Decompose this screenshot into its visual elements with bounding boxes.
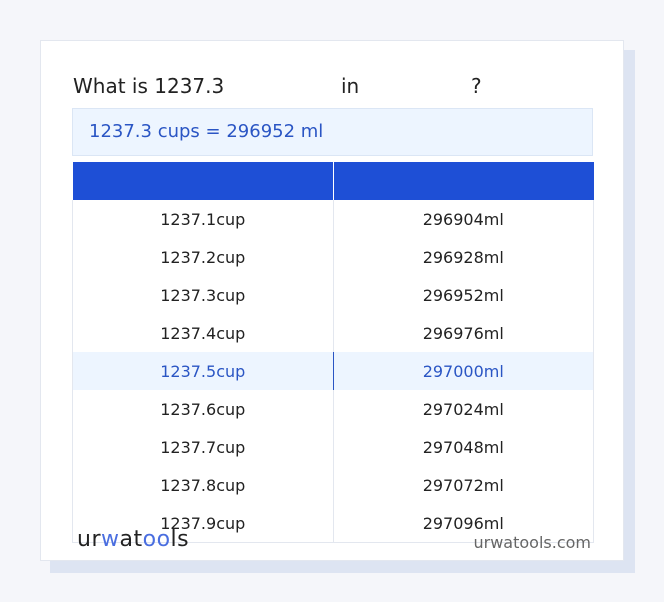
ml-cell: 297048ml: [332, 428, 594, 466]
cup-cell: 1237.1cup: [72, 200, 334, 238]
cup-cell: 1237.7cup: [72, 428, 334, 466]
result-box: 1237.3 cups = 296952 ml: [72, 108, 593, 156]
table-row: 1237.8cup 297072ml: [72, 466, 594, 504]
table-row: 1237.4cup 296976ml: [72, 314, 594, 352]
table-row: 1237.6cup 297024ml: [72, 390, 594, 428]
ml-cell: 296952ml: [332, 276, 594, 314]
ml-cell: 296904ml: [332, 200, 594, 238]
ml-cell: 297072ml: [332, 466, 594, 504]
cup-cell: 1237.4cup: [72, 314, 334, 352]
table-row: 1237.2cup 296928ml: [72, 238, 594, 276]
table-row: 1237.1cup 296904ml: [72, 200, 594, 238]
cup-cell: 1237.3cup: [72, 276, 334, 314]
ml-cell: 297000ml: [332, 352, 594, 390]
converter-card: What is 1237.3 in ? 1237.3 cups = 296952…: [40, 40, 624, 561]
table-row: 1237.3cup 296952ml: [72, 276, 594, 314]
cup-cell: 1237.6cup: [72, 390, 334, 428]
ml-cell: 296928ml: [332, 238, 594, 276]
ml-cell: 297024ml: [332, 390, 594, 428]
cup-cell: 1237.9cup: [72, 504, 334, 543]
title-question-mark: ?: [471, 74, 482, 98]
urwatools-logo: urwatools: [77, 527, 190, 552]
title-in: in: [341, 74, 360, 98]
table-header-from: [72, 162, 334, 200]
cup-cell: 1237.2cup: [72, 238, 334, 276]
conversion-table: 1237.1cup 296904ml 1237.2cup 296928ml 1237.3…: [72, 162, 594, 543]
site-link[interactable]: urwatools.com: [473, 533, 592, 552]
ml-cell: 296976ml: [332, 314, 594, 352]
table-row: 1237.9cup 297096ml: [72, 504, 594, 543]
ml-cell: 297096ml: [332, 504, 594, 543]
table-header-to: [333, 162, 594, 200]
table-row: 1237.7cup 297048ml: [72, 428, 594, 466]
cup-cell: 1237.8cup: [72, 466, 334, 504]
title-prefix: What is 1237.3: [73, 74, 225, 98]
cup-cell: 1237.5cup: [72, 352, 334, 390]
table-row: 1237.5cup 297000ml: [72, 352, 594, 390]
